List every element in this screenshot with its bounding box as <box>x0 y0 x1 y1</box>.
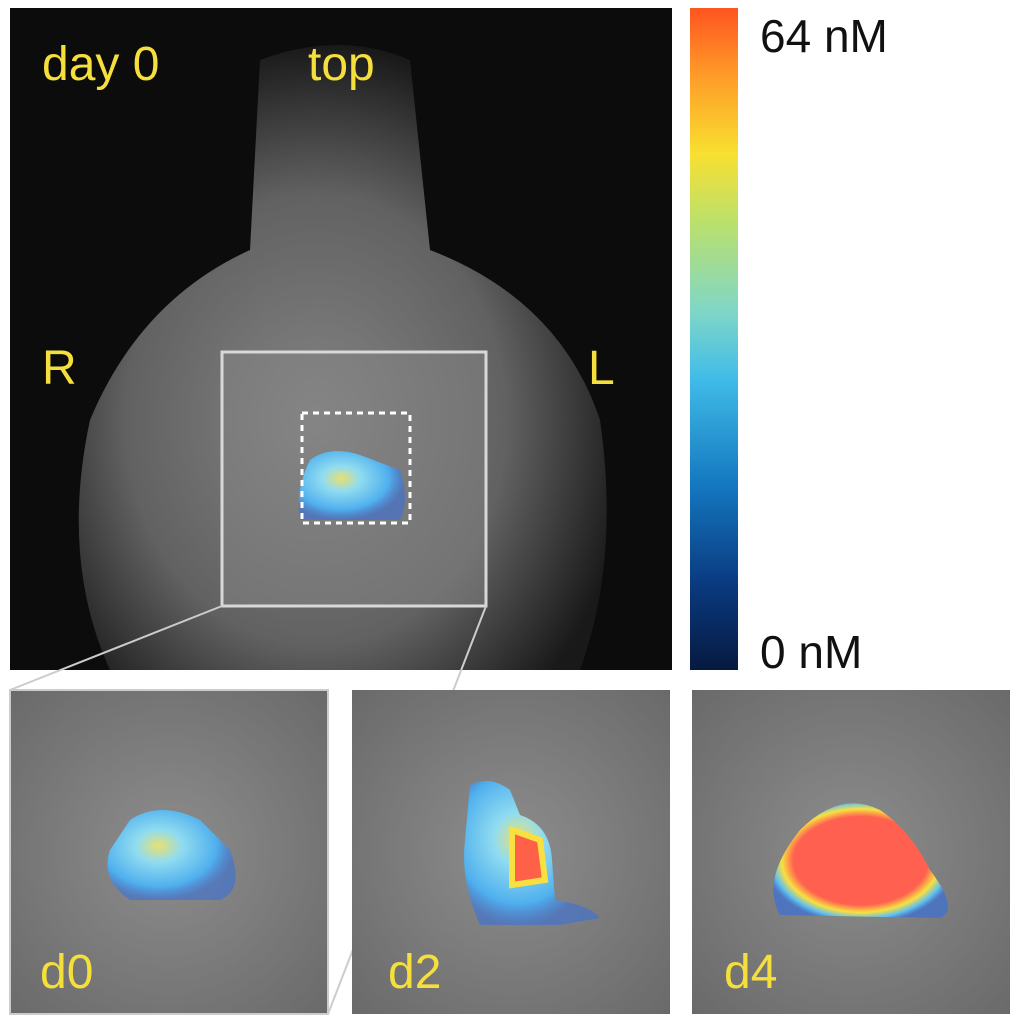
main-image: day 0 top R L <box>10 8 672 670</box>
time-label: day 0 <box>42 38 159 91</box>
left-label: L <box>588 342 615 395</box>
right-label: R <box>42 342 77 395</box>
panel-label: d0 <box>40 946 93 999</box>
panel-label: d4 <box>724 946 777 999</box>
orientation-label: top <box>308 38 375 91</box>
panel-d0: d0 <box>9 689 329 1015</box>
panel-d4: d4 <box>692 690 1010 1014</box>
colorbar-min: 0 nM <box>760 626 862 678</box>
colorbar-max: 64 nM <box>760 10 888 62</box>
zoom-line <box>9 605 223 691</box>
panel-d2: d2 <box>352 690 670 1014</box>
panel-label: d2 <box>388 946 441 999</box>
colorbar: 64 nM 0 nM <box>690 8 888 678</box>
